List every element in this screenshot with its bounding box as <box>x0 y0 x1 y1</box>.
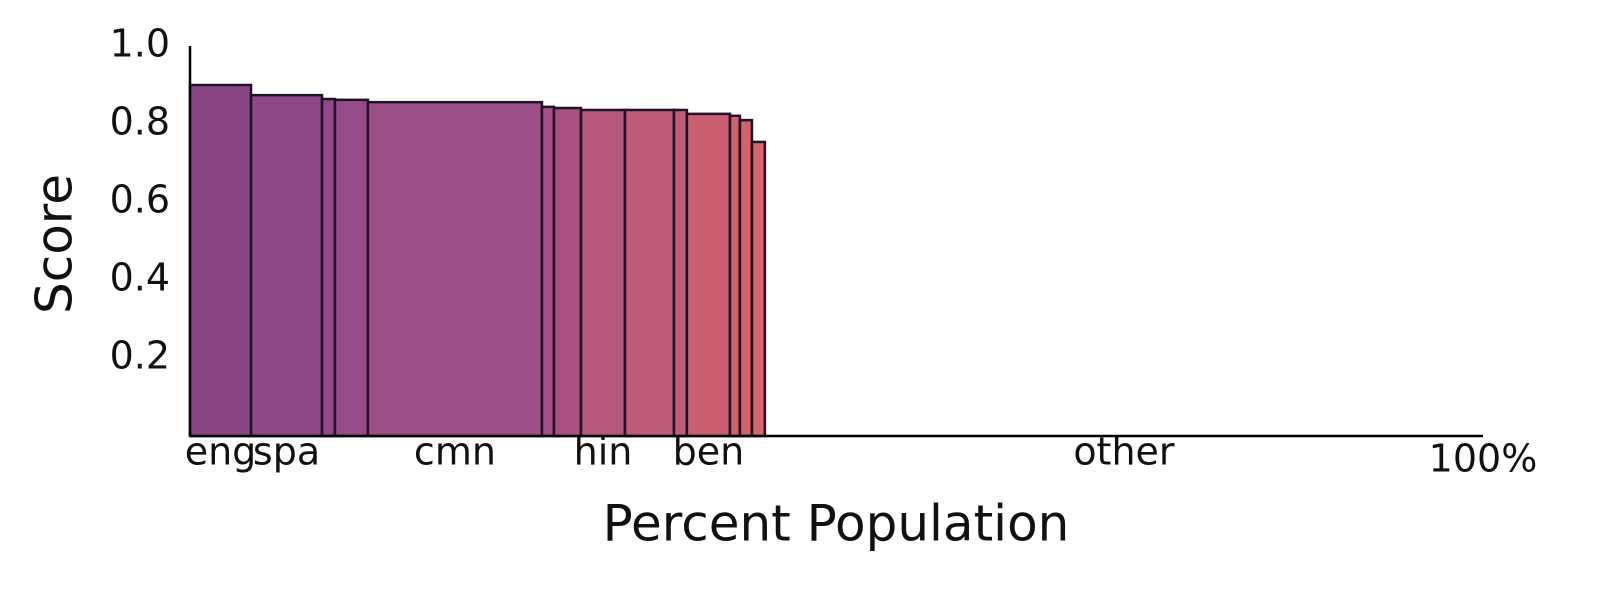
y-axis-title: Score <box>26 174 84 314</box>
bar <box>366 100 544 438</box>
bar <box>333 98 370 438</box>
bar <box>672 108 689 438</box>
bar <box>552 106 583 438</box>
bar <box>738 118 754 438</box>
y-tick-label: 0.8 <box>110 100 170 144</box>
bar <box>750 140 767 438</box>
bar <box>623 108 676 438</box>
x-axis-title: Percent Population <box>603 495 1070 553</box>
bar <box>320 97 337 438</box>
bar <box>728 114 742 438</box>
y-tick-label: 0.4 <box>110 256 170 300</box>
x-tick-label: 100% <box>1429 437 1538 481</box>
bar <box>188 83 253 438</box>
bar <box>685 112 732 438</box>
y-tick-label: 1.0 <box>110 22 170 66</box>
y-tick-label: 0.2 <box>110 334 170 378</box>
y-tick-label: 0.6 <box>110 178 170 222</box>
bar <box>540 105 556 438</box>
bar <box>579 108 627 438</box>
bar <box>249 93 324 438</box>
